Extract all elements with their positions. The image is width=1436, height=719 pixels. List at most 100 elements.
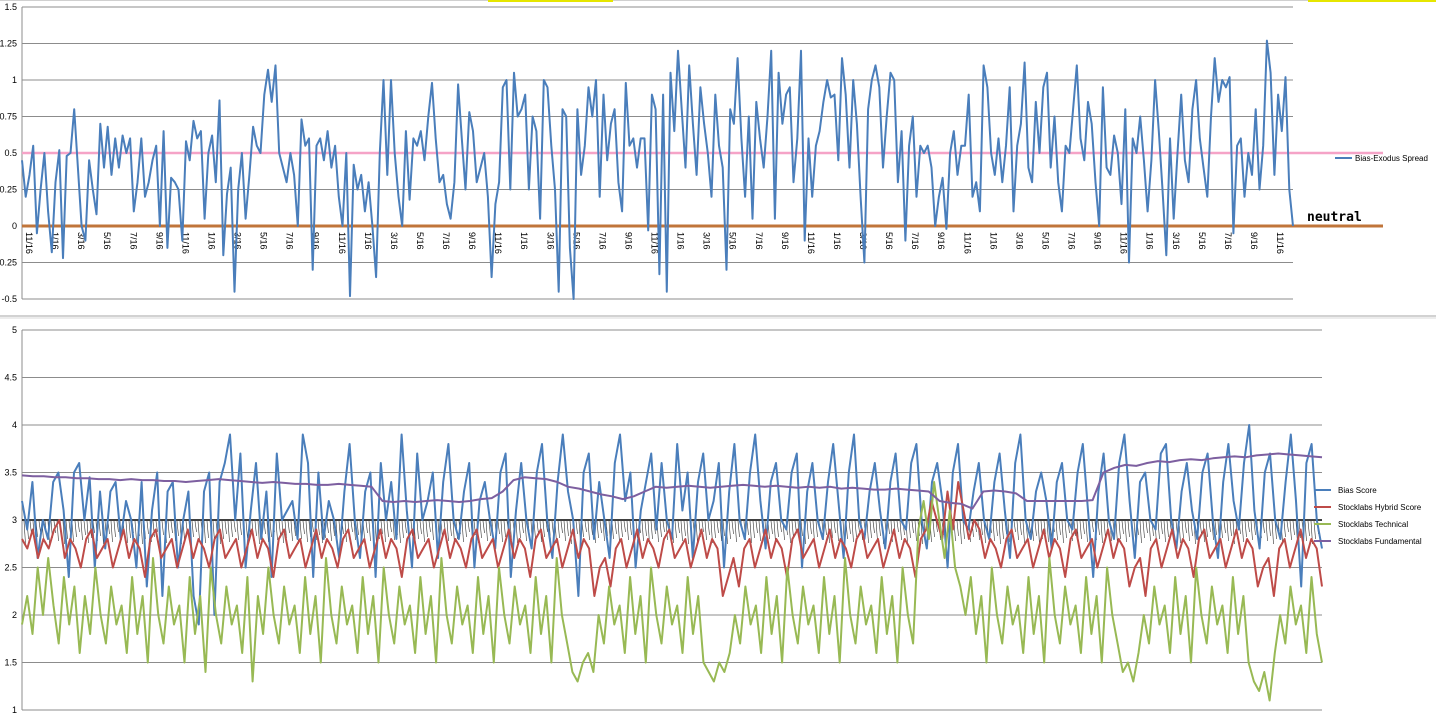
chart2-x-tick-mark [1187, 520, 1190, 542]
chart2-x-tick-mark [368, 520, 371, 542]
chart2-x-tick-mark [332, 520, 335, 537]
chart-2-scores: 1 1.5 2 2.5 3 3.5 4 4.5 5 Bias Score Stocklabs Hyb… [4, 325, 1421, 715]
chart2-x-tick-mark [908, 520, 911, 539]
chart2-x-tick-mark [770, 520, 773, 535]
chart2-x-tick-mark [1055, 520, 1058, 541]
chart1-x-tick-label: 11/16 [650, 232, 660, 254]
chart2-x-tick-mark [683, 520, 686, 537]
chart2-x-tick-mark [77, 520, 80, 533]
chart2-x-tick-mark [497, 520, 500, 535]
chart1-x-tick-label: 3/16 [1014, 232, 1024, 250]
chart2-x-tick-mark [317, 520, 320, 536]
chart2-x-tick-mark [206, 520, 209, 539]
chart2-x-tick-mark [1157, 520, 1160, 540]
chart2-x-tick-mark [1034, 520, 1037, 537]
chart2-x-tick-mark [878, 520, 881, 537]
chart2-x-tick-mark [350, 520, 353, 533]
chart2-x-tick-mark [431, 520, 434, 541]
chart1-x-tick-label: 11/16 [962, 232, 972, 254]
chart2-x-tick-mark [389, 520, 392, 533]
chart1-x-tick-label: 7/16 [1223, 232, 1233, 250]
chart2-x-tick-mark [1253, 520, 1256, 536]
chart2-x-tick-mark [167, 520, 170, 539]
chart2-x-tick-mark [713, 520, 716, 539]
chart2-x-tick-mark [1241, 520, 1244, 543]
chart1-x-tick-label: 7/16 [597, 232, 607, 250]
chart2-x-tick-mark [170, 520, 173, 534]
chart2-x-tick-mark [266, 520, 269, 543]
chart1-x-tick-label: 11/16 [493, 232, 503, 254]
chart1-legend-label: Bias-Exodus Spread [1355, 154, 1428, 163]
chart2-x-tick-mark [1250, 520, 1253, 541]
chart1-series-line [21, 39, 1294, 300]
chart1-x-tick-label: 5/16 [1040, 232, 1050, 250]
chart2-x-tick-mark [1016, 520, 1019, 541]
chart2-series-line [21, 481, 1323, 597]
chart2-x-tick-mark [1160, 520, 1163, 535]
chart2-x-tick-mark [1091, 520, 1094, 533]
chart2-x-tick-mark [398, 520, 401, 544]
chart1-y-tick-label: 0.25 [0, 185, 17, 195]
chart2-x-tick-mark [626, 520, 629, 541]
chart2-x-tick-mark [959, 520, 962, 545]
chart2-x-tick-mark [224, 520, 227, 535]
chart1-x-tick-label: 5/16 [102, 232, 112, 250]
chart2-x-tick-mark [1247, 520, 1250, 533]
chart2-x-tick-mark [80, 520, 83, 541]
chart2-x-tick-mark [287, 520, 290, 534]
chart2-x-tick-mark [326, 520, 329, 534]
chart2-x-tick-mark [773, 520, 776, 543]
chart1-x-tick-label: 9/16 [936, 232, 946, 250]
chart1-x-tick-label: 9/16 [1249, 232, 1259, 250]
chart2-x-tick-mark [920, 520, 923, 545]
chart2-y-tick-label: 5 [12, 325, 17, 335]
chart2-x-tick-mark [1304, 520, 1307, 542]
chart2-y-tick-label: 4 [12, 420, 17, 430]
chart2-x-tick-mark [956, 520, 959, 537]
chart2-x-tick-mark [74, 520, 77, 538]
chart2-x-tick-mark [1199, 520, 1202, 535]
chart1-x-tick-label: 7/16 [128, 232, 138, 250]
chart1-x-tick-label: 7/16 [441, 232, 451, 250]
chart2-x-tick-mark [722, 520, 725, 537]
chart2-x-tick-mark [911, 520, 914, 534]
chart2-x-tick-mark [674, 520, 677, 539]
chart2-x-tick-mark [563, 520, 566, 542]
chart2-x-tick-mark [263, 520, 266, 535]
chart1-x-tick-label: 7/16 [285, 232, 295, 250]
chart2-x-tick-mark [386, 520, 389, 538]
neutral-annotation: neutral [1307, 210, 1362, 225]
chart2-x-tick-mark [404, 520, 407, 534]
chart2-x-tick-mark [344, 520, 347, 543]
chart2-y-tick-label: 2.5 [4, 563, 17, 573]
chart2-x-tick-mark [116, 520, 119, 533]
chart2-x-tick-mark [998, 520, 1001, 545]
chart1-x-tick-label: 11/16 [337, 232, 347, 254]
chart2-x-tick-mark [1007, 520, 1010, 543]
chart2-x-tick-mark [284, 520, 287, 539]
chart2-x-tick-mark [380, 520, 383, 535]
chart2-x-tick-mark [449, 520, 452, 537]
chart2-x-tick-mark [1013, 520, 1016, 533]
chart2-x-tick-mark [1082, 520, 1085, 535]
chart1-x-tick-label: 9/16 [154, 232, 164, 250]
chart2-x-tick-mark [1262, 520, 1265, 534]
chart1-x-tick-label: 7/16 [754, 232, 764, 250]
chart2-x-tick-mark [524, 520, 527, 542]
chart2-x-tick-mark [503, 520, 506, 538]
chart1-x-tick-label: 3/16 [545, 232, 555, 250]
chart1-x-tick-label: 7/16 [1067, 232, 1077, 250]
chart2-x-tick-mark [275, 520, 278, 541]
chart1-x-tick-label: 1/16 [676, 232, 686, 250]
chart2-x-tick-mark [1166, 520, 1169, 538]
chart2-x-tick-mark [254, 520, 257, 537]
chart1-x-tick-label: 5/16 [728, 232, 738, 250]
chart2-x-tick-mark [833, 520, 836, 534]
chart2-x-tick-mark [896, 520, 899, 533]
chart2-x-tick-mark [662, 520, 665, 533]
chart2-x-tick-mark [419, 520, 422, 535]
chart2-x-tick-mark [857, 520, 860, 533]
chart2-x-tick-mark [1058, 520, 1061, 536]
chart2-x-tick-mark [848, 520, 851, 535]
